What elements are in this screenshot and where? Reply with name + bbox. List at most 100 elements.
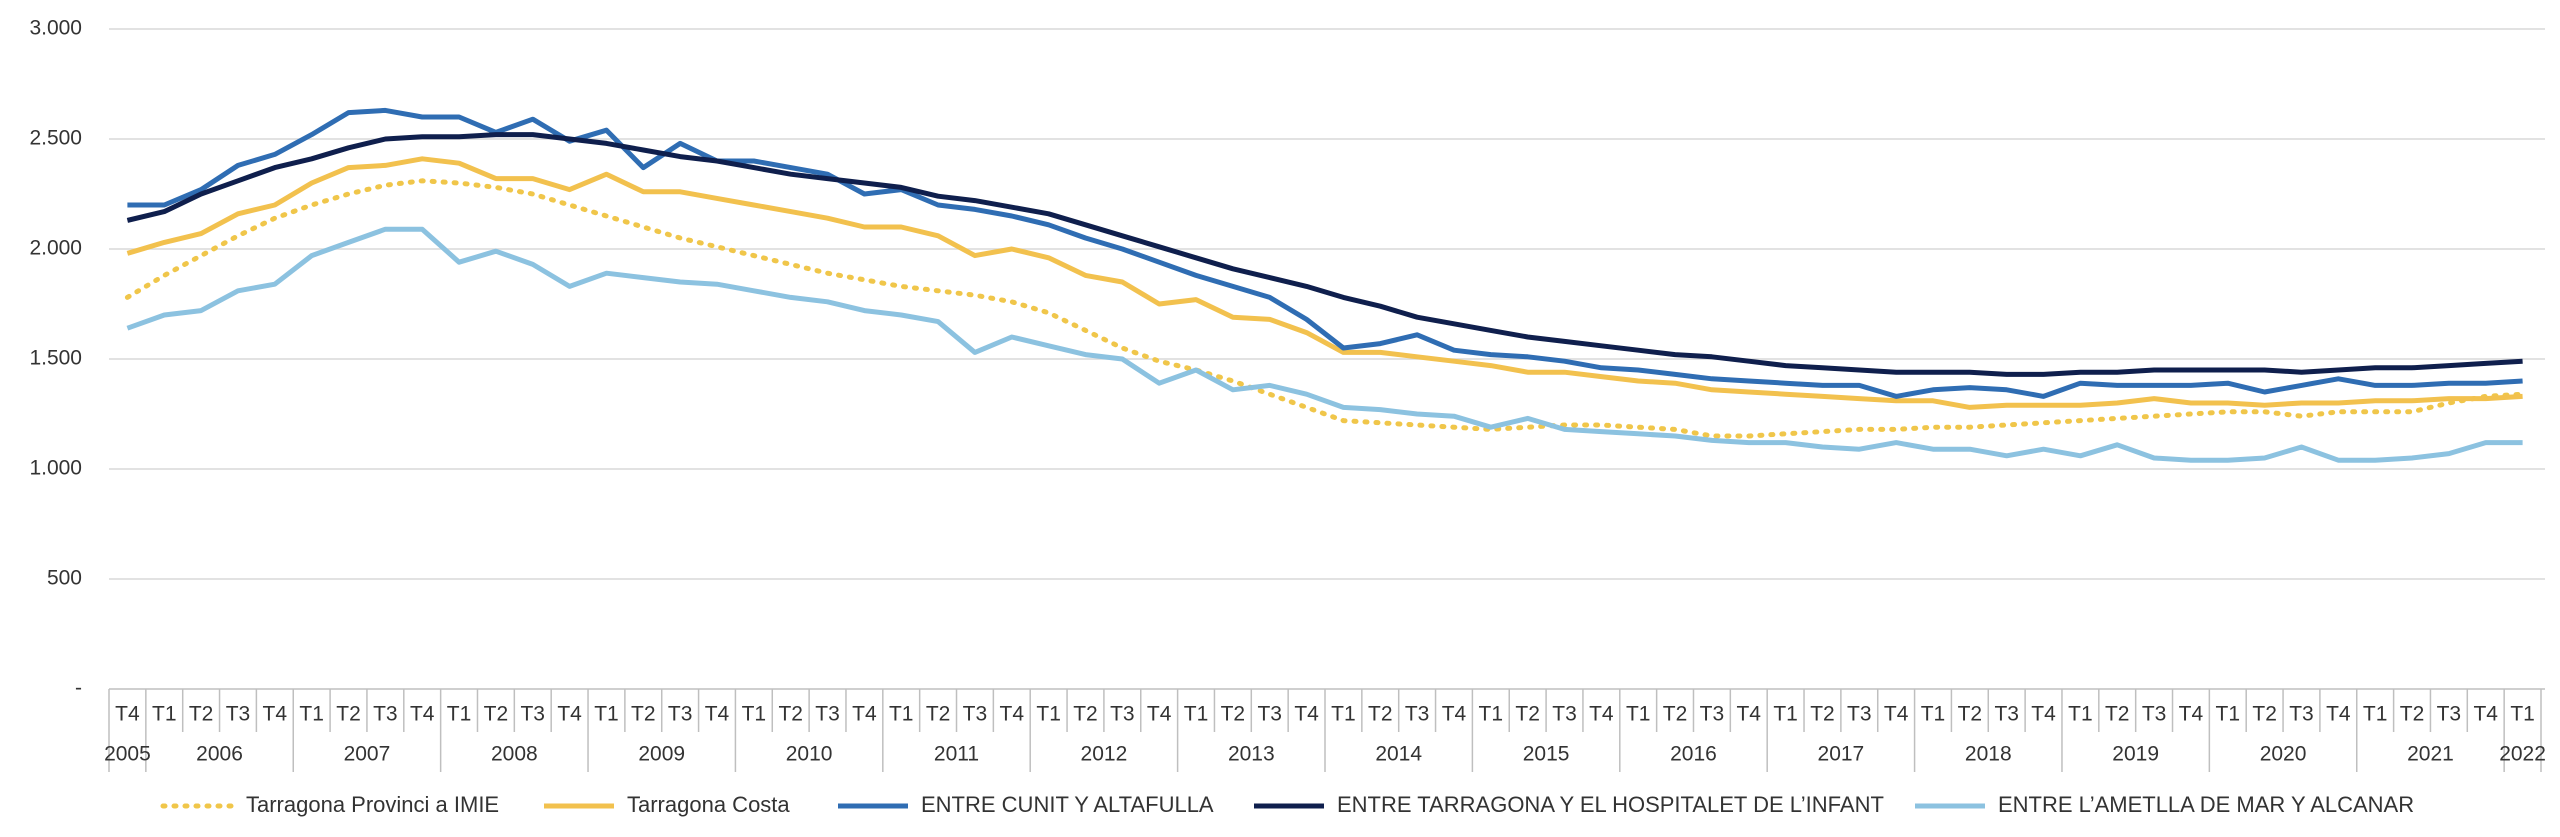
year-label: 2008 [491,743,538,766]
year-label: 2019 [2112,743,2159,766]
x-tick-label: T4 [2031,703,2056,726]
x-tick-label: T2 [1663,703,1688,726]
year-label: 2021 [2407,743,2454,766]
year-label: 2005 [104,743,151,766]
x-tick-label: T3 [1847,703,1872,726]
x-tick-label: T4 [1294,703,1319,726]
x-tick-label: T1 [1479,703,1504,726]
x-tick-label: T2 [2400,703,2425,726]
x-tick-label: T1 [1921,703,1946,726]
year-label: 2012 [1081,743,1128,766]
x-tick-label: T4 [1000,703,1025,726]
x-tick-label: T3 [373,703,398,726]
x-tick-label: T2 [1515,703,1540,726]
year-label: 2006 [196,743,243,766]
x-tick-label: T2 [484,703,509,726]
x-tick-label: T3 [1257,703,1282,726]
x-tick-label: T1 [1773,703,1798,726]
year-label: 2015 [1523,743,1570,766]
x-tick-label: T3 [1700,703,1725,726]
x-tick-label: T1 [447,703,472,726]
x-tick-label: T3 [815,703,840,726]
year-label: 2007 [344,743,391,766]
year-label: 2009 [638,743,685,766]
x-tick-label: T2 [1073,703,1098,726]
x-tick-label: T1 [152,703,177,726]
x-tick-label: T3 [1552,703,1577,726]
x-tick-label: T1 [889,703,914,726]
x-tick-label: T4 [1589,703,1614,726]
x-tick-label: T2 [2105,703,2130,726]
x-tick-label: T3 [2142,703,2167,726]
x-tick-label: T2 [926,703,951,726]
x-tick-label: T4 [2179,703,2204,726]
series-line [126,226,2523,463]
x-tick-label: T1 [1184,703,1209,726]
year-label: 2022 [2499,743,2546,766]
x-tick-label: T3 [1405,703,1430,726]
x-tick-label: T4 [2473,703,2498,726]
x-tick-label: T3 [668,703,693,726]
year-label: 2016 [1670,743,1717,766]
x-tick-label: T4 [705,703,730,726]
x-tick-label: T4 [115,703,140,726]
x-tick-label: T1 [299,703,324,726]
y-tick-label: 1.500 [29,347,82,370]
year-label: 2011 [934,743,979,766]
series-line [127,107,2523,399]
x-tick-label: T1 [594,703,619,726]
x-tick-label: T3 [1994,703,2019,726]
x-tick-label: T1 [742,703,767,726]
legend-label: Tarragona Provinci a IMIE [246,792,499,817]
x-tick-label: T1 [2216,703,2241,726]
x-tick-label: T3 [520,703,545,726]
x-tick-label: T2 [631,703,656,726]
x-tick-label: T4 [2326,703,2351,726]
year-label: 2018 [1965,743,2012,766]
y-tick-label: 2.000 [29,237,82,260]
x-tick-label: T2 [778,703,803,726]
legend-label: Tarragona Costa [627,792,790,817]
x-tick-label: T3 [2437,703,2462,726]
series-line [126,132,2523,377]
year-label: 2020 [2260,743,2307,766]
x-tick-label: T4 [852,703,877,726]
year-label: 2010 [786,743,833,766]
x-tick-label: T4 [1442,703,1467,726]
y-tick-label: - [75,677,82,700]
x-tick-label: T2 [189,703,214,726]
x-tick-label: T3 [963,703,988,726]
x-tick-label: T2 [1958,703,1983,726]
x-tick-label: T2 [2252,703,2277,726]
x-tick-label: T3 [1110,703,1135,726]
y-tick-label: 500 [47,567,82,590]
x-tick-label: T1 [1626,703,1651,726]
year-label: 2014 [1375,743,1422,766]
y-tick-label: 3.000 [29,17,82,40]
x-tick-label: T2 [1810,703,1835,726]
x-tick-label: T4 [1884,703,1909,726]
x-tick-label: T1 [2068,703,2093,726]
y-tick-label: 1.000 [29,457,82,480]
x-tick-label: T4 [263,703,288,726]
x-tick-label: T3 [226,703,251,726]
x-tick-label: T1 [1331,703,1356,726]
x-tick-label: T1 [1036,703,1061,726]
x-tick-label: T1 [2510,703,2535,726]
x-tick-label: T4 [1736,703,1761,726]
y-tick-label: 2.500 [29,127,82,150]
x-tick-label: T2 [336,703,361,726]
series-line [124,178,2526,439]
x-tick-label: T1 [2363,703,2388,726]
x-tick-label: T2 [1221,703,1246,726]
series-line [126,156,2523,410]
x-tick-label: T4 [1147,703,1172,726]
legend-label: ENTRE CUNIT Y ALTAFULLA [921,792,1214,817]
legend-label: ENTRE L’AMETLLA DE MAR Y ALCANAR [1998,792,2414,817]
x-tick-label: T4 [557,703,582,726]
x-tick-label: T4 [410,703,435,726]
x-tick-label: T3 [2289,703,2314,726]
legend-label: ENTRE TARRAGONA Y EL HOSPITALET DE L’INF… [1337,792,1884,817]
